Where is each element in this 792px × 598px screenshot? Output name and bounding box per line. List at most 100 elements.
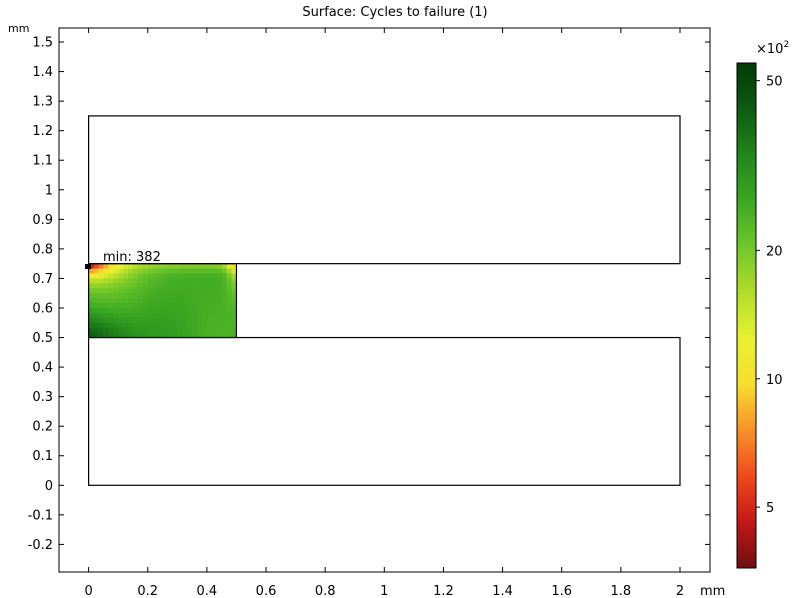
surface-cell <box>142 303 149 309</box>
surface-cell <box>221 288 228 294</box>
surface-cell <box>211 268 218 275</box>
lower-block-outline <box>87 336 681 486</box>
surface-cell <box>231 332 237 338</box>
surface-cell <box>142 293 149 299</box>
surface-cell <box>88 293 95 299</box>
y-tick-label: 0.3 <box>32 390 53 405</box>
surface-cell <box>142 327 149 334</box>
surface-cell <box>177 327 183 334</box>
surface-cell <box>162 307 169 314</box>
surface-cell <box>226 283 233 289</box>
surface-cell <box>113 263 119 270</box>
surface-cell <box>216 307 223 314</box>
surface-cell <box>132 293 139 299</box>
y-tick-label: 0.7 <box>32 272 53 287</box>
surface-cell <box>132 303 139 309</box>
surface-cell <box>137 312 144 319</box>
surface-cell <box>93 288 100 294</box>
surface-cell <box>177 322 183 329</box>
surface-cell <box>103 332 109 338</box>
surface-cell <box>167 332 173 338</box>
surface-cell <box>221 293 228 299</box>
surface-cell <box>211 332 218 338</box>
surface-cell <box>182 288 188 294</box>
surface-cell <box>132 312 139 319</box>
surface-cell <box>172 312 178 319</box>
surface-cell <box>177 268 183 275</box>
surface-cell <box>98 278 104 284</box>
surface-cell <box>137 283 144 289</box>
surface-cell <box>211 278 218 284</box>
surface-cell <box>211 312 218 319</box>
surface-cell <box>201 317 208 324</box>
surface-cell <box>177 303 183 309</box>
surface-cell <box>137 263 144 270</box>
surface-cell <box>132 288 139 294</box>
surface-cell <box>211 303 218 309</box>
surface-cell <box>216 303 223 309</box>
y-tick-label: 0.6 <box>32 301 53 316</box>
surface-cell <box>147 327 154 334</box>
surface-cell <box>142 322 149 329</box>
surface-cell <box>132 278 139 284</box>
surface-cell <box>231 327 237 334</box>
surface-cell <box>98 317 104 324</box>
surface-cell <box>226 303 233 309</box>
surface-cell <box>118 322 124 329</box>
surface-cell <box>231 273 237 280</box>
colorbar-tick-label: 50 <box>766 75 783 90</box>
surface-cell <box>123 288 129 294</box>
surface-cell <box>197 263 203 270</box>
surface-cell <box>231 317 237 324</box>
surface-cell <box>167 278 173 284</box>
surface-cell <box>103 293 109 299</box>
surface-cell <box>152 322 159 329</box>
surface-cell <box>187 283 193 289</box>
surface-cell <box>108 322 114 329</box>
colorbar-multiplier: ×102 <box>756 40 789 57</box>
surface-cell <box>172 268 178 275</box>
surface-cell <box>187 312 193 319</box>
surface-cell <box>113 312 119 319</box>
surface-cell <box>128 322 134 329</box>
surface-cell <box>167 288 173 294</box>
surface-cell <box>177 317 183 324</box>
surface-cell <box>103 263 109 270</box>
surface-cell <box>157 327 164 334</box>
surface-cell <box>152 293 159 299</box>
surface-cell <box>128 298 134 304</box>
surface-cell <box>152 332 159 338</box>
surface-cell <box>137 278 144 284</box>
min-annotation: min: 382 <box>103 250 161 265</box>
filled-region-outline <box>87 263 238 339</box>
surface-cell <box>182 307 188 314</box>
surface-cell <box>88 327 95 334</box>
surface-cell <box>118 293 124 299</box>
surface-cell <box>221 278 228 284</box>
surface-cell <box>231 288 237 294</box>
surface-cell <box>211 273 218 280</box>
surface-cell <box>221 317 228 324</box>
surface-cell <box>187 273 193 280</box>
x-tick-label: 1.8 <box>611 584 632 598</box>
surface-cell <box>162 288 169 294</box>
surface-cell <box>152 288 159 294</box>
surface-cell <box>221 307 228 314</box>
surface-cell <box>93 332 100 338</box>
surface-cell <box>137 288 144 294</box>
y-tick-label: 1.5 <box>32 36 53 51</box>
surface-cell <box>113 268 119 275</box>
colorbar-tick-label: 5 <box>766 501 774 516</box>
surface-cell <box>123 327 129 334</box>
y-tick-label: 1.2 <box>32 124 53 139</box>
surface-cell <box>201 298 208 304</box>
surface-cell <box>113 317 119 324</box>
surface-cell <box>201 268 208 275</box>
surface-cell <box>197 288 203 294</box>
surface-cell <box>182 327 188 334</box>
surface-cell <box>137 317 144 324</box>
surface-cell <box>162 298 169 304</box>
surface-cell <box>98 268 104 275</box>
surface-cell <box>152 312 159 319</box>
surface-cell <box>88 317 95 324</box>
